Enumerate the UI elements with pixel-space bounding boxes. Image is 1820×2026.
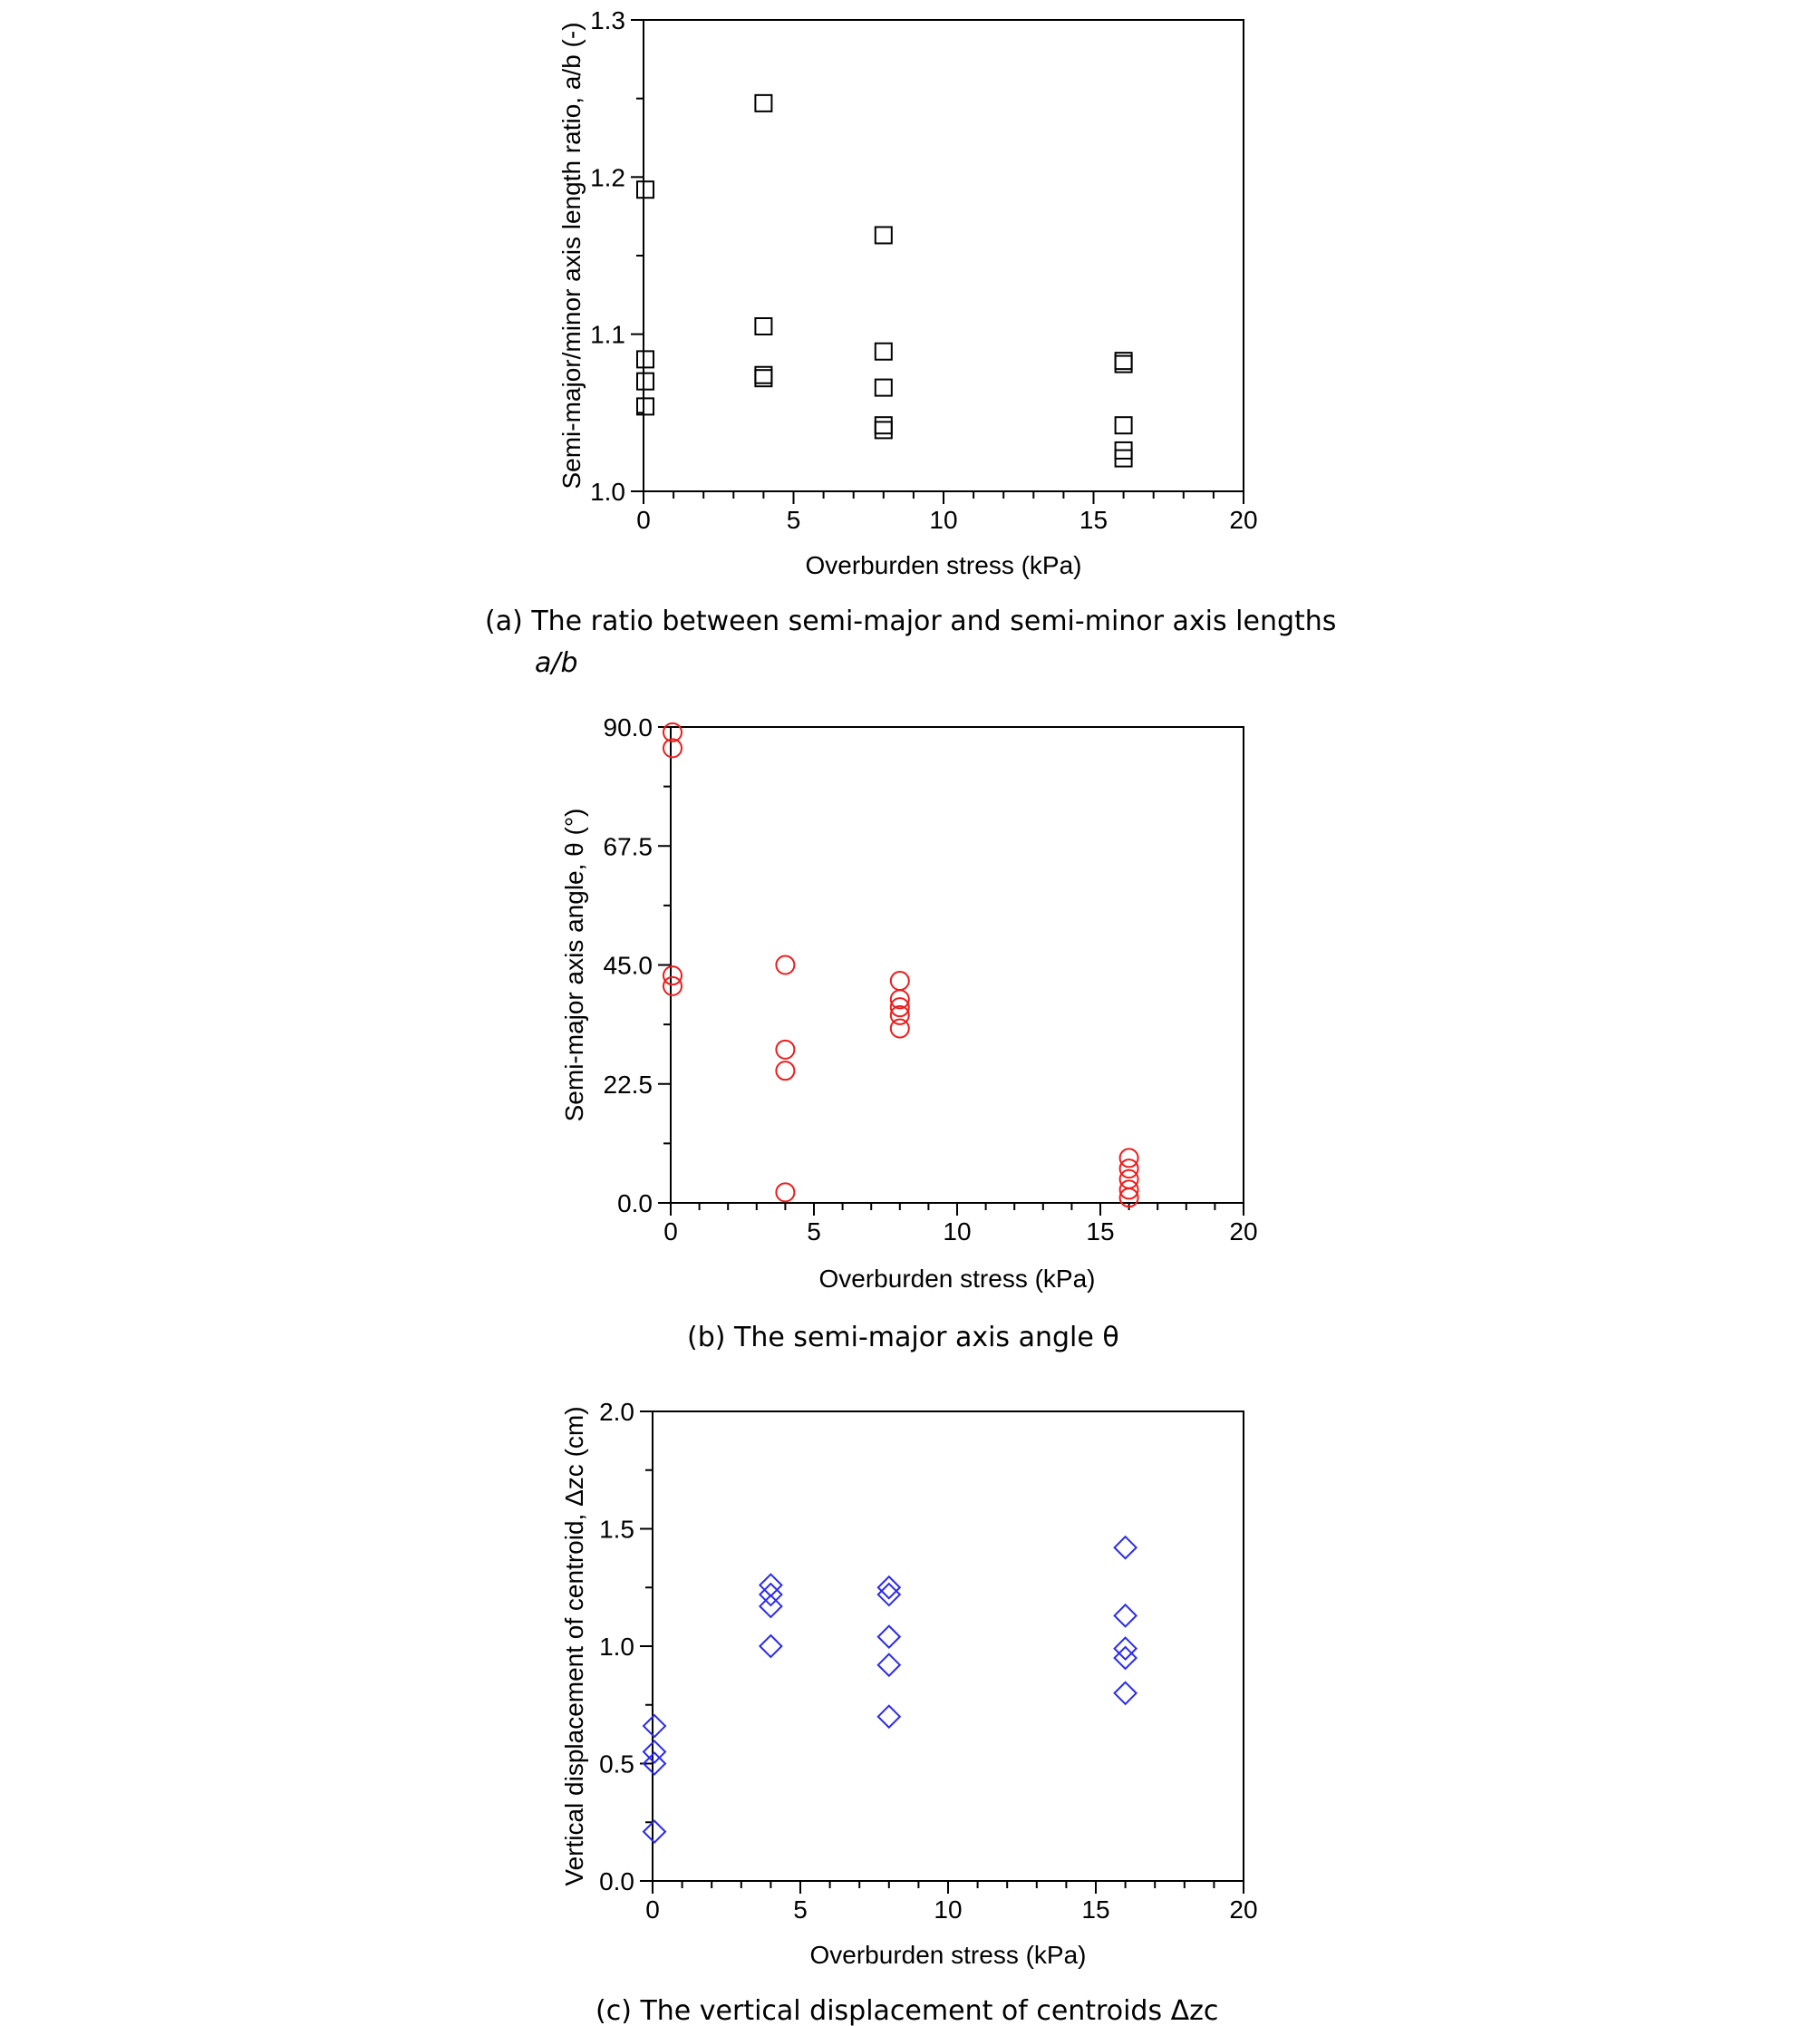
data-point bbox=[874, 342, 893, 361]
y-tick-label: 22.5 bbox=[604, 1071, 653, 1099]
y-tick-label: 1.0 bbox=[590, 478, 625, 506]
plot-frame bbox=[670, 726, 1244, 1204]
data-point bbox=[775, 955, 796, 975]
plot-frame bbox=[652, 1410, 1244, 1882]
data-point bbox=[663, 975, 682, 996]
data-point bbox=[663, 738, 682, 759]
x-tick-label: 20 bbox=[1229, 506, 1257, 534]
x-tick-label: 5 bbox=[787, 506, 801, 534]
panel-caption: (c) The vertical displacement of centroi… bbox=[595, 1995, 1218, 2026]
data-point bbox=[889, 989, 910, 1010]
panel-caption: (a) The ratio between semi-major and sem… bbox=[485, 606, 1336, 637]
x-axis-title: Overburden stress (kPa) bbox=[806, 551, 1082, 579]
y-tick-label: 67.5 bbox=[604, 832, 653, 860]
y-tick-label: 90.0 bbox=[604, 713, 653, 742]
data-point bbox=[1114, 449, 1133, 468]
y-tick-label: 1.3 bbox=[590, 6, 625, 34]
data-point bbox=[636, 180, 654, 199]
data-point bbox=[1118, 1187, 1139, 1208]
y-tick-label: 0.0 bbox=[617, 1189, 653, 1217]
x-tick-label: 20 bbox=[1229, 1217, 1257, 1246]
x-tick-label: 15 bbox=[1086, 1217, 1114, 1246]
x-tick-label: 15 bbox=[1079, 506, 1108, 534]
y-axis-title: Semi-major axis angle, θ (°) bbox=[560, 809, 588, 1122]
y-tick-label: 1.0 bbox=[599, 1633, 634, 1661]
x-tick-label: 5 bbox=[807, 1217, 821, 1246]
chart-panel-1: 0 5 10 15 20 1.0 1.1 1.2 1.3 Overburden stress (k… bbox=[485, 6, 1336, 679]
y-tick-label: 1.2 bbox=[590, 163, 625, 191]
data-point bbox=[775, 1182, 796, 1203]
data-point bbox=[775, 1039, 796, 1060]
x-tick-label: 0 bbox=[636, 506, 651, 534]
data-point bbox=[642, 1751, 667, 1776]
panel-caption: (b) The semi-major axis angle θ bbox=[687, 1322, 1119, 1353]
data-point bbox=[1113, 1535, 1138, 1560]
y-tick-label: 0.5 bbox=[599, 1750, 634, 1779]
data-point bbox=[876, 1704, 902, 1730]
data-point bbox=[642, 1740, 667, 1764]
data-point bbox=[758, 1573, 783, 1598]
data-point bbox=[1114, 416, 1133, 435]
data-point bbox=[889, 971, 910, 991]
data-point bbox=[876, 1575, 902, 1600]
x-axis-title: Overburden stress (kPa) bbox=[810, 1941, 1087, 1969]
x-tick-label: 15 bbox=[1081, 1895, 1109, 1924]
data-point bbox=[754, 369, 773, 388]
data-point bbox=[636, 397, 654, 416]
y-tick-label: 0.0 bbox=[599, 1867, 634, 1895]
data-point bbox=[636, 350, 654, 369]
data-point bbox=[876, 1653, 902, 1678]
data-point bbox=[1113, 1636, 1138, 1662]
x-tick-label: 5 bbox=[793, 1895, 808, 1924]
data-point bbox=[889, 1018, 910, 1039]
y-axis-title: Vertical displacement of centroid, Δzc (… bbox=[560, 1406, 588, 1885]
data-point bbox=[874, 421, 893, 440]
data-point bbox=[1118, 1158, 1139, 1179]
y-tick-label: 45.0 bbox=[604, 952, 653, 980]
data-point bbox=[1118, 1148, 1139, 1168]
data-point bbox=[758, 1633, 783, 1659]
x-tick-label: 0 bbox=[645, 1895, 660, 1924]
data-point bbox=[1113, 1603, 1138, 1628]
data-point bbox=[636, 372, 654, 391]
y-axis-title: Semi-major/minor axis length ratio, a/b … bbox=[557, 22, 586, 489]
x-axis-title: Overburden stress (kPa) bbox=[819, 1265, 1096, 1293]
data-point bbox=[876, 1624, 902, 1650]
data-point bbox=[874, 226, 893, 245]
data-point bbox=[889, 1004, 910, 1025]
data-point bbox=[874, 378, 893, 397]
data-point bbox=[754, 93, 773, 112]
data-point bbox=[889, 997, 910, 1018]
x-tick-label: 10 bbox=[929, 506, 957, 534]
data-point bbox=[874, 416, 893, 435]
x-tick-label: 0 bbox=[663, 1217, 678, 1246]
y-tick-label: 1.5 bbox=[599, 1516, 634, 1544]
chart-panel-3: 0 5 10 15 20 0.0 0.5 1.0 1.5 2.0 Overburden stress… bbox=[560, 1398, 1258, 2026]
plot-frame bbox=[643, 19, 1244, 492]
data-point bbox=[1118, 1179, 1139, 1200]
data-point bbox=[663, 965, 682, 986]
chart-panel-2: 0 5 10 15 20 0.0 22.5 45.0 67.5 90.0 Overburden st… bbox=[560, 713, 1258, 1353]
panel-caption-line2: a/b bbox=[535, 647, 578, 679]
data-point bbox=[754, 317, 773, 335]
data-point bbox=[1114, 354, 1133, 373]
y-tick-label: 2.0 bbox=[599, 1398, 634, 1426]
data-point bbox=[663, 722, 682, 742]
data-point bbox=[1113, 1681, 1138, 1706]
data-point bbox=[642, 1819, 667, 1845]
data-point bbox=[758, 1594, 783, 1619]
data-point bbox=[1113, 1645, 1138, 1671]
data-point bbox=[876, 1582, 902, 1607]
data-point bbox=[775, 1061, 796, 1081]
x-tick-label: 20 bbox=[1229, 1895, 1257, 1924]
data-point bbox=[642, 1713, 667, 1739]
data-point bbox=[1118, 1168, 1139, 1189]
data-point bbox=[758, 1582, 783, 1607]
y-tick-label: 1.1 bbox=[590, 321, 625, 349]
x-tick-label: 10 bbox=[943, 1217, 971, 1246]
x-tick-label: 10 bbox=[934, 1895, 962, 1924]
